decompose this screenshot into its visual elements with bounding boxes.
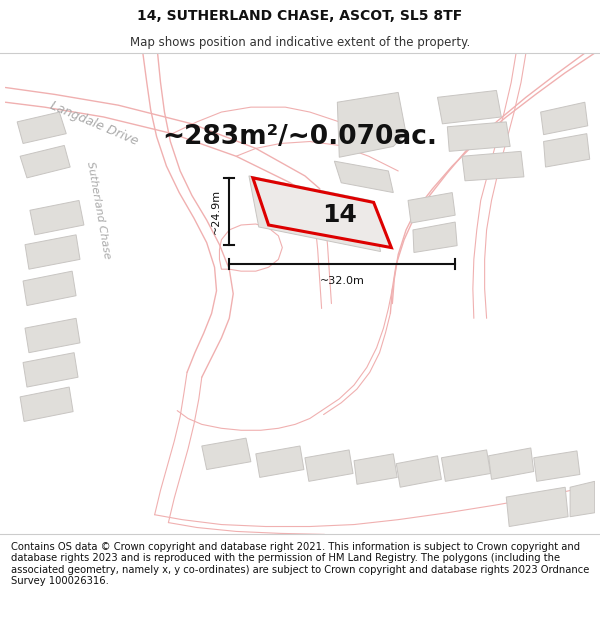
Text: Langdale Drive: Langdale Drive: [48, 99, 140, 148]
Polygon shape: [249, 176, 380, 251]
Polygon shape: [541, 102, 588, 134]
Polygon shape: [506, 488, 568, 526]
Polygon shape: [442, 450, 491, 481]
Polygon shape: [23, 352, 78, 387]
Polygon shape: [408, 192, 455, 223]
Text: ~24.9m: ~24.9m: [211, 189, 221, 234]
Polygon shape: [534, 451, 580, 481]
Polygon shape: [462, 151, 524, 181]
Text: ~32.0m: ~32.0m: [320, 276, 365, 286]
Polygon shape: [570, 481, 595, 517]
Text: Sutherland Chase: Sutherland Chase: [85, 161, 112, 260]
Polygon shape: [25, 318, 80, 352]
Polygon shape: [413, 222, 457, 253]
Text: 14, SUTHERLAND CHASE, ASCOT, SL5 8TF: 14, SUTHERLAND CHASE, ASCOT, SL5 8TF: [137, 9, 463, 23]
Polygon shape: [437, 91, 502, 124]
Polygon shape: [30, 201, 84, 235]
Polygon shape: [354, 454, 397, 484]
Polygon shape: [448, 122, 510, 151]
Polygon shape: [25, 235, 80, 269]
Polygon shape: [23, 271, 76, 306]
Polygon shape: [544, 134, 590, 167]
Polygon shape: [17, 112, 66, 144]
Polygon shape: [256, 446, 304, 478]
Polygon shape: [20, 146, 70, 178]
Polygon shape: [202, 438, 251, 469]
Polygon shape: [488, 448, 534, 479]
Polygon shape: [334, 161, 394, 192]
Polygon shape: [337, 92, 406, 158]
Text: Contains OS data © Crown copyright and database right 2021. This information is : Contains OS data © Crown copyright and d…: [11, 542, 589, 586]
Polygon shape: [396, 456, 442, 488]
Text: Map shows position and indicative extent of the property.: Map shows position and indicative extent…: [130, 36, 470, 49]
Polygon shape: [253, 178, 391, 248]
Polygon shape: [305, 450, 353, 481]
Text: ~283m²/~0.070ac.: ~283m²/~0.070ac.: [163, 124, 437, 149]
Polygon shape: [20, 387, 73, 421]
Text: 14: 14: [322, 203, 357, 227]
